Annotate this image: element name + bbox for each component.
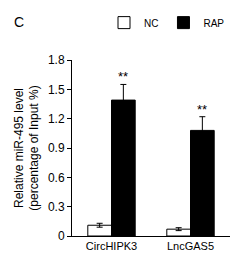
svg-text:1.2: 1.2	[48, 112, 65, 126]
svg-text:RAP: RAP	[203, 18, 224, 29]
svg-text:1.8: 1.8	[48, 53, 65, 67]
svg-text:Relative miR-495 level(percent: Relative miR-495 level(percentage of Inp…	[12, 85, 42, 210]
svg-text:0.6: 0.6	[48, 171, 65, 185]
svg-text:NC: NC	[144, 18, 158, 29]
svg-text:CircHIPK3: CircHIPK3	[86, 240, 137, 252]
svg-text:LncGAS5: LncGAS5	[167, 240, 214, 252]
svg-text:**: **	[118, 69, 128, 84]
svg-text:0.3: 0.3	[48, 200, 65, 214]
svg-text:0: 0	[58, 229, 65, 243]
svg-text:C: C	[14, 14, 24, 30]
svg-text:0.9: 0.9	[48, 141, 65, 155]
svg-text:1.5: 1.5	[48, 83, 65, 97]
svg-text:**: **	[197, 102, 207, 117]
